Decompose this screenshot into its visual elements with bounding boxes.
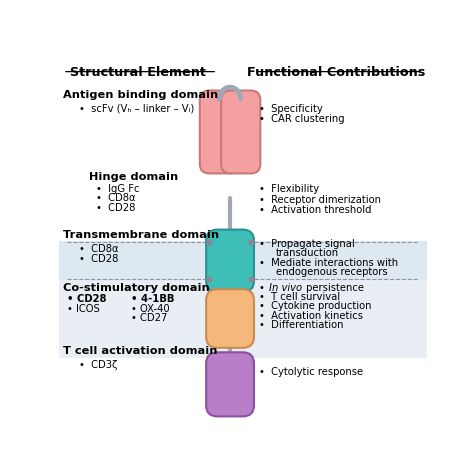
- Text: •  Flexibility: • Flexibility: [259, 184, 319, 194]
- Text: T cell activation domain: T cell activation domain: [63, 346, 218, 356]
- Text: •  CD28: • CD28: [96, 203, 136, 213]
- Text: •  CD3ζ: • CD3ζ: [80, 361, 118, 370]
- Text: Co-stimulatory domain: Co-stimulatory domain: [63, 283, 210, 293]
- Text: • 4-1BB: • 4-1BB: [131, 294, 174, 304]
- Text: •  Propagate signal: • Propagate signal: [259, 239, 355, 249]
- FancyBboxPatch shape: [221, 91, 260, 173]
- Text: •  CD8α: • CD8α: [96, 193, 136, 203]
- Text: • CD27: • CD27: [131, 313, 167, 323]
- FancyBboxPatch shape: [206, 289, 254, 348]
- Text: •  CD8α: • CD8α: [80, 244, 119, 254]
- Text: •  Cytolytic response: • Cytolytic response: [259, 367, 364, 377]
- Text: •  Differentiation: • Differentiation: [259, 320, 344, 330]
- Text: •: •: [259, 283, 272, 293]
- Text: •  Activation threshold: • Activation threshold: [259, 205, 372, 215]
- Text: • ICOS: • ICOS: [66, 304, 100, 314]
- Text: •  CAR clustering: • CAR clustering: [259, 114, 345, 124]
- Text: •  Mediate interactions with: • Mediate interactions with: [259, 257, 399, 267]
- Text: •  Specificity: • Specificity: [259, 104, 323, 114]
- FancyBboxPatch shape: [200, 91, 239, 173]
- FancyBboxPatch shape: [59, 241, 427, 280]
- FancyBboxPatch shape: [206, 229, 254, 292]
- Text: Antigen binding domain: Antigen binding domain: [63, 90, 218, 100]
- Text: • CD28: • CD28: [66, 294, 106, 304]
- Text: •  scFv (Vₕ – linker – Vₗ): • scFv (Vₕ – linker – Vₗ): [80, 104, 195, 114]
- Text: Structural Element: Structural Element: [70, 66, 206, 79]
- Text: transduction: transduction: [276, 248, 339, 258]
- Text: In vivo: In vivo: [269, 283, 302, 293]
- Text: Functional Contributions: Functional Contributions: [247, 66, 426, 79]
- Text: •  CD28: • CD28: [80, 254, 119, 264]
- FancyBboxPatch shape: [59, 280, 427, 358]
- Text: • OX-40: • OX-40: [131, 304, 170, 314]
- Text: •  IgG Fc: • IgG Fc: [96, 184, 139, 194]
- FancyBboxPatch shape: [206, 352, 254, 417]
- Text: •  Receptor dimerization: • Receptor dimerization: [259, 195, 382, 205]
- Text: •  T cell survival: • T cell survival: [259, 292, 341, 302]
- Text: persistence: persistence: [303, 283, 364, 293]
- Text: Transmembrane domain: Transmembrane domain: [63, 230, 219, 240]
- Text: Hinge domain: Hinge domain: [89, 172, 178, 182]
- Text: •  Activation kinetics: • Activation kinetics: [259, 311, 364, 321]
- Text: •  Cytokine production: • Cytokine production: [259, 302, 372, 312]
- Text: endogenous receptors: endogenous receptors: [276, 266, 388, 277]
